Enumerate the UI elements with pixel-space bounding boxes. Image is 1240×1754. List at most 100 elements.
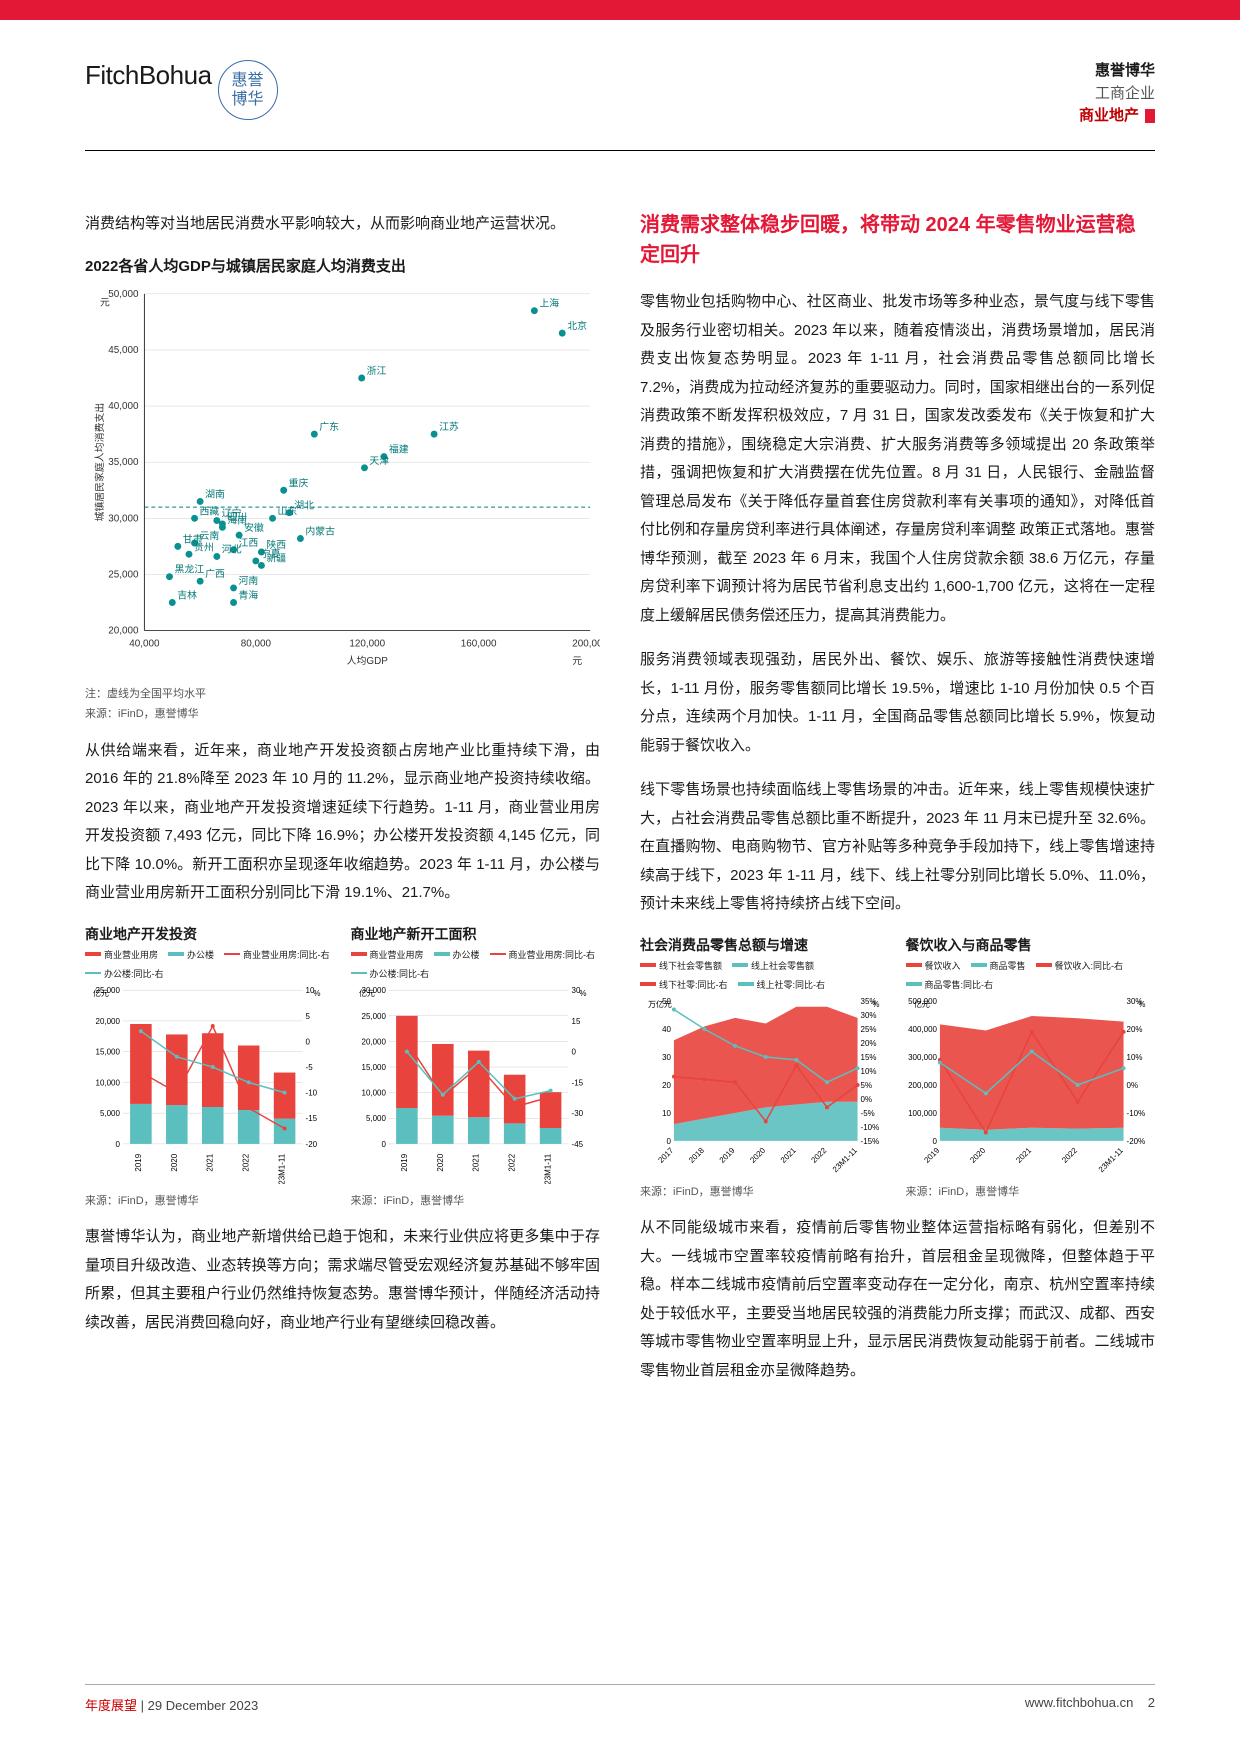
svg-text:-10%: -10% [1126,1108,1145,1117]
svg-text:200,000: 200,000 [908,1080,937,1089]
svg-text:5%: 5% [861,1080,873,1089]
svg-text:80,000: 80,000 [241,638,272,649]
svg-text:黑龙江: 黑龙江 [174,562,204,575]
right-p4: 从不同能级城市来看，疫情前后零售物业整体运营指标略有弱化，但差别不大。一线城市空… [640,1214,1155,1385]
logo-text-bohua: Bohua [139,60,212,90]
svg-text:23M1-11: 23M1-11 [831,1145,860,1174]
svg-text:亿元: 亿元 [358,988,374,998]
scatter-note1: 注：虚线为全国平均水平 [85,686,600,703]
mini-src-l: 来源：iFinD，惠誉博华 [85,1193,335,1210]
left-intro: 消费结构等对当地居民消费水平影响较大，从而影响商业地产运营状况。 [85,210,600,239]
svg-text:2018: 2018 [687,1145,706,1164]
svg-text:0: 0 [571,1047,576,1056]
svg-text:0: 0 [381,1139,386,1148]
svg-text:浙江: 浙江 [367,365,387,377]
hdr-brand: 惠誉博华 [1079,60,1155,83]
svg-text:-20%: -20% [1126,1136,1145,1145]
mini-title-l: 商业地产开发投资 [85,924,335,944]
footer-page: 2 [1148,1695,1155,1710]
svg-text:2020: 2020 [748,1145,767,1164]
right-column: 消费需求整体稳步回暖，将带动 2024 年零售物业运营稳定回升 零售物业包括购物… [640,210,1155,1654]
svg-text:0: 0 [932,1136,937,1145]
svg-text:2019: 2019 [922,1145,941,1164]
page-footer: 年度展望 | 29 December 2023 www.fitchbohua.c… [85,1684,1155,1714]
svg-text:2017: 2017 [656,1145,675,1164]
svg-text:-10%: -10% [861,1122,880,1131]
svg-text:15: 15 [571,1016,580,1025]
svg-text:2021: 2021 [779,1145,798,1164]
right-p2: 服务消费领域表现强劲，居民外出、餐饮、娱乐、旅游等接触性消费快速增长，1-11 … [640,646,1155,760]
svg-text:15%: 15% [861,1053,877,1062]
dual-charts: 商业地产开发投资 商业营业用房办公楼商业营业用房:同比-右办公楼:同比-右 05… [85,924,600,1210]
svg-text:贵州: 贵州 [194,540,214,553]
svg-text:山东: 山东 [278,504,298,517]
svg-text:-30: -30 [571,1109,583,1118]
area-src-r: 来源：iFinD，惠誉博华 [906,1184,1156,1201]
svg-text:2020: 2020 [170,1153,179,1171]
svg-text:30%: 30% [861,1011,877,1020]
svg-text:10%: 10% [861,1067,877,1076]
logo: FitchBohua 惠誉 博华 [85,60,278,120]
svg-text:160,000: 160,000 [461,638,497,649]
svg-text:新疆: 新疆 [266,551,286,564]
svg-text:重庆: 重庆 [289,476,309,489]
svg-text:10%: 10% [1126,1053,1142,1062]
svg-text:45,000: 45,000 [108,344,139,355]
svg-text:-15: -15 [306,1114,318,1123]
svg-text:10,000: 10,000 [361,1088,386,1097]
area-title-l: 社会消费品零售总额与增速 [640,935,890,955]
page-header: FitchBohua 惠誉 博华 惠誉博华 工商企业 商业地产 [85,60,1155,150]
svg-text:23M1-11: 23M1-11 [543,1153,552,1184]
svg-text:25%: 25% [861,1025,877,1034]
svg-text:河北: 河北 [222,543,242,555]
svg-text:%: % [579,989,586,998]
area-chart-catering: 餐饮收入与商品零售 餐饮收入商品零售餐饮收入:同比-右商品零售:同比-右 010… [906,935,1156,1201]
seal-bot: 博华 [232,90,264,109]
svg-text:2019: 2019 [718,1145,737,1164]
svg-text:15,000: 15,000 [96,1047,121,1056]
svg-text:元: 元 [572,656,582,667]
svg-text:40: 40 [662,1025,671,1034]
right-p3: 线下零售场景也持续面临线上零售场景的冲击。近年来，线上零售规模快速扩大，占社会消… [640,776,1155,919]
svg-text:20,000: 20,000 [361,1037,386,1046]
svg-text:23M1-11: 23M1-11 [1096,1145,1125,1174]
svg-text:北京: 北京 [567,319,587,332]
svg-text:元: 元 [100,297,110,308]
svg-text:亿元: 亿元 [913,999,929,1009]
svg-text:10: 10 [662,1108,671,1117]
svg-text:2022: 2022 [1060,1145,1079,1164]
svg-text:50,000: 50,000 [108,288,139,299]
svg-text:-15: -15 [571,1078,583,1087]
area-charts: 社会消费品零售总额与增速 线下社会零售额线上社会零售额线下社零:同比-右线上社零… [640,935,1155,1201]
svg-text:25,000: 25,000 [108,569,139,580]
svg-text:120,000: 120,000 [349,638,385,649]
left-p3: 惠誉博华认为，商业地产新增供给已趋于饱和，未来行业供应将更多集中于存量项目升级改… [85,1223,600,1337]
svg-text:400,000: 400,000 [908,1025,937,1034]
svg-text:%: % [313,989,320,998]
svg-text:23M1-11: 23M1-11 [278,1153,287,1184]
area-src-l: 来源：iFinD，惠誉博华 [640,1184,890,1201]
svg-text:20,000: 20,000 [96,1016,121,1025]
svg-text:2022: 2022 [507,1153,516,1171]
svg-text:-20: -20 [306,1139,318,1148]
svg-text:城镇居民家庭人均消费支出: 城镇居民家庭人均消费支出 [93,402,106,521]
svg-text:0: 0 [115,1139,120,1148]
svg-text:0%: 0% [1126,1080,1138,1089]
svg-text:30: 30 [662,1053,671,1062]
svg-text:2022: 2022 [242,1153,251,1171]
mini-title-r: 商业地产新开工面积 [351,924,601,944]
svg-text:2020: 2020 [435,1153,444,1171]
svg-text:20%: 20% [1126,1025,1142,1034]
mini-src-r: 来源：iFinD，惠誉博华 [351,1193,601,1210]
footer-date: 29 December 2023 [148,1698,259,1713]
svg-text:内蒙古: 内蒙古 [305,524,335,537]
svg-text:广东: 广东 [319,420,339,433]
svg-text:西藏: 西藏 [200,505,220,517]
svg-text:天津: 天津 [369,454,389,466]
svg-text:2021: 2021 [1014,1145,1033,1164]
svg-text:40,000: 40,000 [108,401,139,412]
left-p2: 从供给端来看，近年来，商业地产开发投资额占房地产业比重持续下滑，由 2016 年… [85,737,600,908]
svg-text:青海: 青海 [239,588,259,601]
svg-text:35,000: 35,000 [108,457,139,468]
svg-text:5,000: 5,000 [100,1109,121,1118]
